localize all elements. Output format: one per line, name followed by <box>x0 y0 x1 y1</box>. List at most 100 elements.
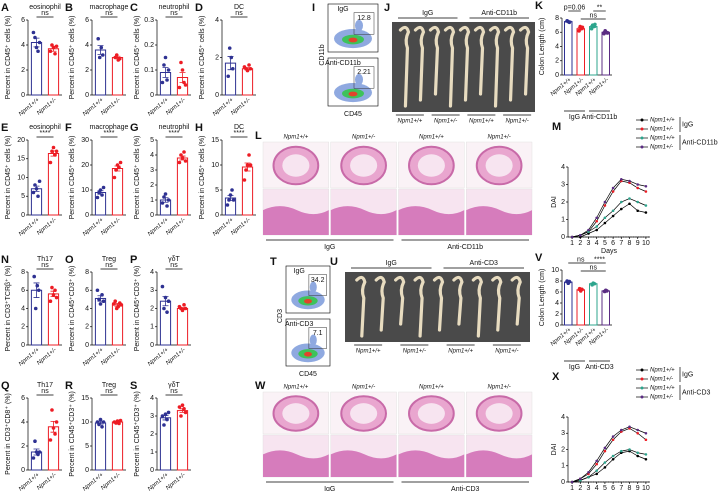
series-line <box>572 449 646 483</box>
y-tick-label: 2 <box>21 324 25 331</box>
data-point <box>162 195 166 199</box>
y-axis-label: Percent in CD45⁺ cells (%) <box>5 136 12 220</box>
significance-label: ns <box>235 10 243 17</box>
data-point <box>577 29 581 33</box>
legend-marker <box>640 377 644 381</box>
group-label: IgG <box>569 364 580 371</box>
y-tick-label: 6 <box>21 395 25 402</box>
x-tick-label: Npm1+/- <box>230 97 252 117</box>
genotype-label: Npm1+/- <box>488 135 511 141</box>
y-tick-label: 3 <box>150 167 154 174</box>
panel-title: neutrophil <box>159 4 190 11</box>
y-tick-label: 6 <box>21 287 25 294</box>
x-axis-label: Days <box>601 248 617 255</box>
x-tick-label: Npm1+/- <box>165 217 187 237</box>
y-tick-label: 30 <box>81 137 89 144</box>
y-tick-label: 1 <box>150 324 154 331</box>
series-marker <box>595 462 598 466</box>
series-marker <box>603 466 607 469</box>
panel-letter: T <box>270 256 277 268</box>
data-point <box>605 31 610 35</box>
colon <box>398 25 411 108</box>
series-marker <box>628 202 631 206</box>
gate-value: 12.8 <box>357 15 371 22</box>
panel-title: DC <box>234 4 244 11</box>
y-tick-label: 0 <box>555 72 559 79</box>
data-point <box>589 26 594 31</box>
flow-cloud <box>304 298 312 304</box>
panel-title: Th17 <box>37 382 53 389</box>
bar <box>30 289 43 346</box>
y-tick-label: 0 <box>215 212 219 219</box>
tissue-mucosa <box>466 450 532 477</box>
y-tick-label: 6 <box>85 287 89 294</box>
series-marker <box>611 457 615 461</box>
flow-cloud <box>348 91 358 97</box>
x-tick-label: 7 <box>619 485 623 491</box>
series-marker <box>595 225 598 228</box>
colon <box>413 25 426 102</box>
data-point <box>162 306 166 311</box>
panel-letter: D <box>195 2 203 14</box>
data-point <box>166 68 171 72</box>
series-marker <box>636 431 639 435</box>
flow-gate <box>353 66 375 89</box>
y-axis-label: Percent in CD45⁺ cells (%) <box>69 136 76 220</box>
data-point <box>51 45 56 50</box>
series-marker <box>595 219 598 223</box>
data-point <box>580 287 584 292</box>
significance-label: ns <box>170 388 178 395</box>
tissue-mucosa <box>330 206 397 235</box>
data-point <box>36 194 40 199</box>
data-point <box>183 410 188 415</box>
y-axis-label: Percent in CD45⁺ cells (%) <box>134 136 141 220</box>
data-point <box>101 185 106 190</box>
y-tick-label: 3 <box>150 287 154 294</box>
series-marker <box>628 179 631 183</box>
y-tick-label: 0 <box>85 467 89 474</box>
legend-marker <box>640 368 644 372</box>
colon <box>428 25 441 96</box>
data-point <box>180 403 185 408</box>
data-point <box>54 149 59 154</box>
data-point <box>245 163 250 167</box>
colon <box>413 275 425 338</box>
data-point <box>50 285 54 290</box>
x-tick-label: Npm1+/- <box>100 472 122 491</box>
y-tick-label: 2 <box>561 446 565 453</box>
y-axis-label: Colon Length (cm) <box>539 18 546 76</box>
flow-cloud <box>309 281 317 293</box>
data-point <box>53 153 57 157</box>
data-point <box>54 295 59 300</box>
data-point <box>37 40 42 45</box>
y-tick-label: 6 <box>85 17 89 24</box>
panel-letter: L <box>255 130 262 142</box>
legend-label: Npm1+/+ <box>650 136 675 142</box>
y-tick-label: 1 <box>561 216 565 223</box>
panel-title: eosinophil <box>29 4 61 11</box>
y-tick-label: 4 <box>561 414 565 421</box>
series-marker <box>587 470 590 474</box>
x-tick-label: Npm1+/- <box>36 347 58 367</box>
bar <box>111 421 124 471</box>
y-tick-label: 2 <box>21 443 25 450</box>
y-tick-label: 2 <box>85 67 89 74</box>
data-point <box>160 201 165 205</box>
legend-label: Npm1+/- <box>650 127 673 133</box>
y-tick-label: 4 <box>150 152 154 159</box>
data-point <box>166 198 171 202</box>
legend-group-label: IgG <box>682 121 693 128</box>
y-tick-label: 4 <box>85 42 89 49</box>
data-point <box>98 302 103 306</box>
series-marker <box>595 216 598 220</box>
gate-name: Anti-CD11b <box>325 60 361 67</box>
significance-label: **** <box>40 130 51 137</box>
series-marker <box>595 459 598 463</box>
y-tick-label: 1 <box>561 463 565 470</box>
x-tick-label: 9 <box>636 240 640 247</box>
panel-letter: S <box>130 380 137 392</box>
tissue-lumen <box>417 154 445 177</box>
series-line <box>572 198 647 238</box>
y-tick-label: 0.2 <box>144 42 154 49</box>
data-point <box>36 288 41 293</box>
